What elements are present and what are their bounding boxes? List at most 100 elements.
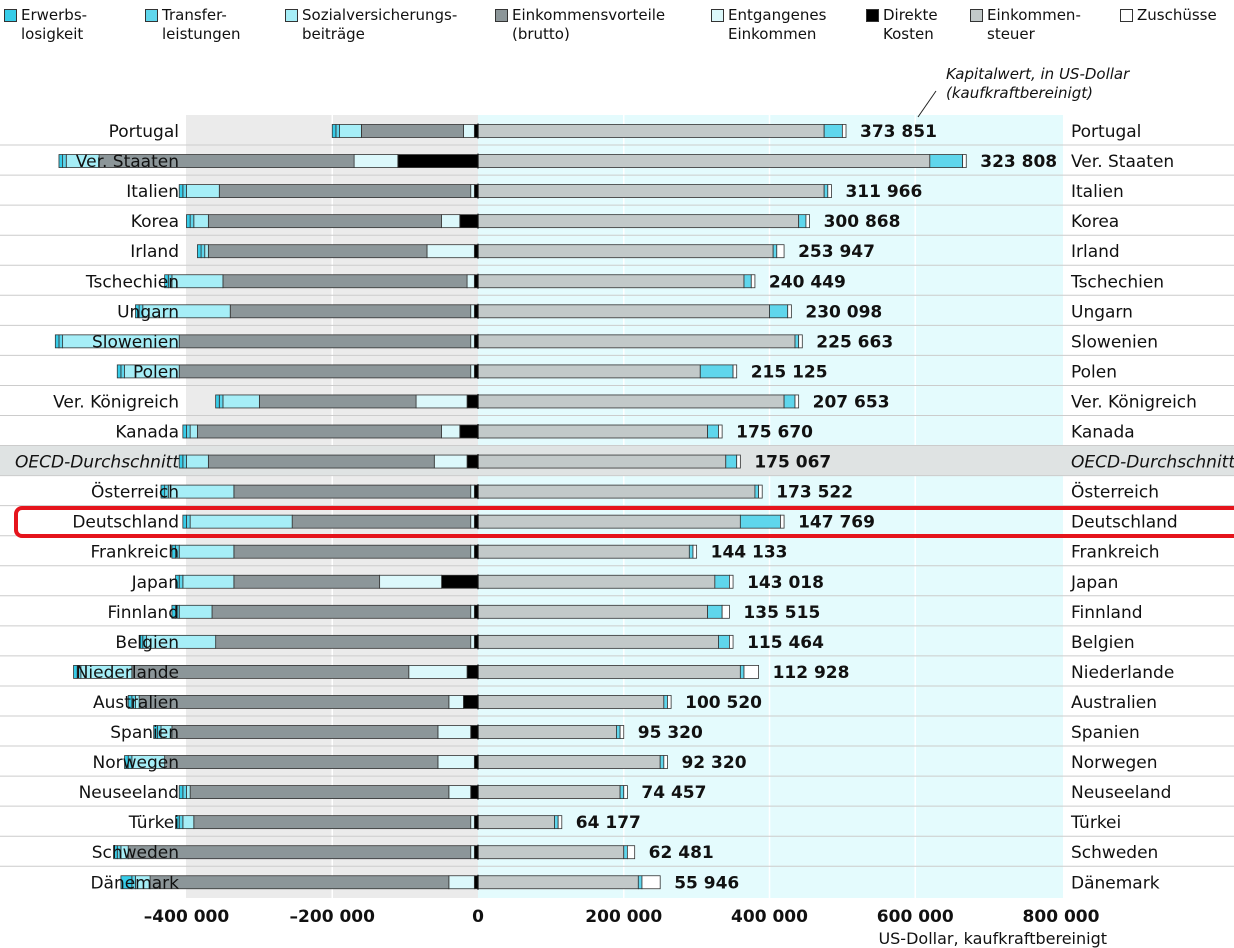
- x-tick-label: 0: [472, 907, 484, 927]
- bar-pos-einkommensteuer: [477, 364, 701, 379]
- data-label: 147 769: [798, 513, 875, 533]
- bar-neg-entgangenes: [437, 755, 475, 769]
- bar-neg-entgangenes: [448, 785, 472, 799]
- bar-pos-zuschüsse: [962, 154, 967, 168]
- country-label-right: OECD-Durchschnitt: [1071, 453, 1234, 473]
- bar-neg-entgangenes: [353, 154, 399, 168]
- bar-pos-einkommensteuer: [477, 695, 665, 709]
- bar-neg-transferleistungen: [182, 785, 187, 799]
- bar-pos-zuschüsse: [619, 725, 625, 739]
- bar-neg-einkommensvorteile: [233, 574, 381, 589]
- bar-neg-entgangenes: [415, 394, 468, 409]
- bar-neg-sozialversicherungsbeiträge: [171, 274, 224, 289]
- data-label: 311 966: [845, 182, 922, 202]
- country-label-left: Österreich: [91, 481, 179, 503]
- bar-pos-transferleistungen: [739, 665, 745, 679]
- bar-neg-entgangenes: [408, 665, 468, 679]
- bar-neg-einkommensvorteile: [233, 544, 472, 559]
- country-label-right: Deutschland: [1071, 513, 1178, 533]
- country-label-right: Spanien: [1071, 723, 1140, 743]
- bar-pos-transferleistungen: [659, 755, 665, 769]
- bar-pos-zuschüsse: [787, 304, 792, 319]
- bar-neg-sozialversicherungsbeiträge: [178, 544, 235, 559]
- bar-pos-zuschüsse: [729, 574, 734, 589]
- bar-pos-transferleistungen: [699, 364, 734, 379]
- data-label: 323 808: [980, 152, 1057, 172]
- x-tick-label: 200 000: [585, 907, 662, 927]
- legend-label: Direkte Kosten: [883, 6, 938, 43]
- country-label-left: Neuseeland: [79, 783, 179, 803]
- bar-neg-einkommensvorteile: [193, 815, 472, 830]
- bar-neg-entgangenes: [463, 124, 475, 138]
- country-label-left: Norwegen: [93, 753, 180, 773]
- bar-neg-transferleistungen: [335, 124, 340, 138]
- data-label: 62 481: [649, 843, 714, 863]
- country-label-right: Belgien: [1071, 633, 1135, 653]
- bar-pos-zuschüsse: [736, 454, 741, 469]
- bar-pos-transferleistungen: [754, 484, 759, 499]
- bar-pos-einkommensteuer: [477, 484, 756, 499]
- bar-neg-sozialversicherungsbeiträge: [178, 604, 213, 619]
- country-label-left: Korea: [131, 212, 179, 232]
- country-label-left: Frankreich: [91, 543, 180, 563]
- bar-neg-erwerbslosigkeit: [58, 154, 64, 168]
- bar-neg-erwerbslosigkeit: [197, 244, 202, 259]
- bar-neg-erwerbslosigkeit: [171, 604, 176, 619]
- country-label-left: OECD-Durchschnitt: [15, 453, 180, 473]
- bar-pos-transferleistungen: [663, 695, 668, 709]
- bar-neg-einkommensvorteile: [171, 725, 439, 739]
- country-label-left: Ver. Staaten: [76, 152, 179, 172]
- bar-pos-zuschüsse: [794, 394, 800, 409]
- bar-neg-sozialversicherungsbeiträge: [186, 454, 209, 469]
- bar-neg-direkte: [397, 154, 479, 168]
- data-label: 300 868: [824, 212, 901, 232]
- country-label-right: Türkei: [1070, 813, 1121, 833]
- data-label: 173 522: [776, 483, 853, 503]
- data-label: 135 515: [743, 603, 820, 623]
- bar-pos-transferleistungen: [688, 544, 694, 559]
- bar-neg-einkommensvorteile: [197, 424, 442, 439]
- bar-pos-transferleistungen: [929, 154, 964, 168]
- bar-neg-erwerbslosigkeit: [73, 665, 78, 679]
- data-label: 373 851: [860, 122, 937, 142]
- country-label-left: Japan: [131, 573, 179, 593]
- bar-neg-erwerbslosigkeit: [113, 845, 118, 860]
- bar-neg-entgangenes: [379, 574, 442, 589]
- bar-neg-direkte: [466, 454, 479, 469]
- bar-neg-erwerbslosigkeit: [135, 304, 140, 319]
- bar-pos-transferleistungen: [823, 184, 829, 199]
- bar-neg-entgangenes: [470, 334, 475, 349]
- country-label-left: Kanada: [115, 423, 179, 443]
- bar-neg-erwerbslosigkeit: [171, 544, 176, 559]
- country-label-right: Portugal: [1071, 122, 1141, 142]
- bar-neg-transferleistungen: [182, 184, 187, 199]
- bar-pos-einkommensteuer: [477, 755, 661, 769]
- legend: Erwerbs- losigkeit Transfer- leistungen So…: [0, 0, 1234, 60]
- legend-label: Erwerbs- losigkeit: [21, 6, 88, 43]
- country-label-left: Schweden: [92, 843, 179, 863]
- bar-pos-einkommensteuer: [477, 154, 931, 168]
- bar-neg-entgangenes: [470, 815, 475, 830]
- country-label-right: Ver. Staaten: [1071, 152, 1174, 172]
- bar-neg-einkommensvorteile: [178, 334, 472, 349]
- x-tick-label: 600 000: [877, 907, 954, 927]
- country-label-right: Niederlande: [1071, 663, 1174, 683]
- bar-pos-transferleistungen: [725, 454, 738, 469]
- bar-neg-erwerbslosigkeit: [120, 875, 133, 890]
- country-label-right: Finnland: [1071, 603, 1143, 623]
- bar-neg-einkommensvorteile: [138, 695, 450, 709]
- legend-label: Einkommen- steuer: [987, 6, 1081, 43]
- bar-neg-erwerbslosigkeit: [138, 634, 144, 649]
- bar-neg-einkommensvorteile: [233, 484, 472, 499]
- bar-pos-transferleistungen: [783, 394, 796, 409]
- bar-pos-transferleistungen: [619, 785, 625, 799]
- bar-neg-direkte: [466, 394, 479, 409]
- country-label-left: Dänemark: [90, 873, 179, 893]
- legend-label: Zuschüsse: [1137, 6, 1217, 24]
- bar-neg-entgangenes: [470, 845, 475, 860]
- bar-neg-erwerbslosigkeit: [160, 484, 166, 499]
- bar-pos-einkommensteuer: [477, 544, 690, 559]
- country-label-left: Italien: [126, 182, 179, 202]
- bar-neg-erwerbslosigkeit: [178, 184, 184, 199]
